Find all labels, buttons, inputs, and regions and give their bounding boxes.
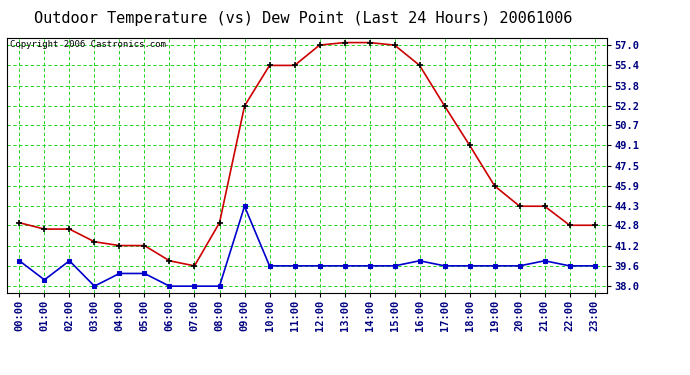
Text: Outdoor Temperature (vs) Dew Point (Last 24 Hours) 20061006: Outdoor Temperature (vs) Dew Point (Last…: [34, 11, 573, 26]
Text: Copyright 2006 Castronics.com: Copyright 2006 Castronics.com: [10, 40, 166, 49]
